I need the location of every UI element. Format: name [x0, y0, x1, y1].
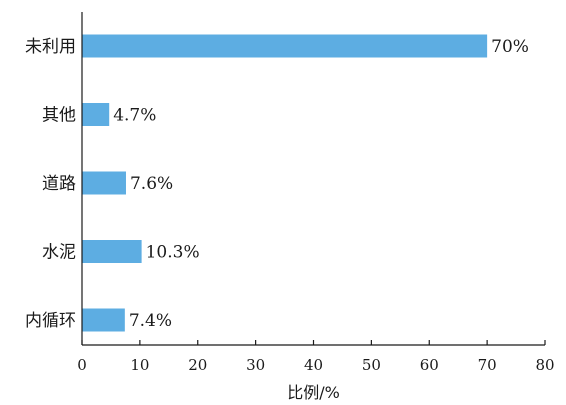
category-label: 未利用 — [25, 37, 76, 57]
x-tick-label: 60 — [420, 356, 439, 374]
x-tick-label: 40 — [304, 356, 323, 374]
x-tick-label: 80 — [535, 356, 554, 374]
x-tick-label: 0 — [77, 356, 87, 374]
x-tick-label: 70 — [478, 356, 497, 374]
labels-group: 未利用 70% 其他 4.7% 道路 7.6% 水泥 10.3% 内循环 7.4% — [25, 37, 529, 331]
x-ticks-group: 0 10 20 30 40 50 60 70 80 — [77, 340, 555, 374]
x-tick-label: 20 — [188, 356, 207, 374]
bar — [82, 240, 142, 263]
data-label: 7.6% — [130, 174, 173, 194]
category-label: 道路 — [42, 174, 76, 194]
x-axis-title: 比例/% — [287, 383, 340, 402]
category-label: 内循环 — [25, 311, 76, 331]
data-label: 70% — [491, 37, 529, 57]
data-label: 4.7% — [113, 106, 156, 126]
category-label: 其他 — [42, 106, 76, 126]
bar — [82, 103, 110, 126]
x-tick-label: 30 — [246, 356, 265, 374]
bar — [82, 308, 125, 332]
category-label: 水泥 — [42, 243, 76, 263]
bar — [82, 171, 126, 195]
data-label: 7.4% — [129, 311, 172, 331]
data-label: 10.3% — [146, 243, 200, 263]
bar — [82, 34, 488, 58]
x-tick-label: 10 — [130, 356, 149, 374]
bars-group — [82, 34, 488, 332]
x-tick-label: 50 — [362, 356, 381, 374]
